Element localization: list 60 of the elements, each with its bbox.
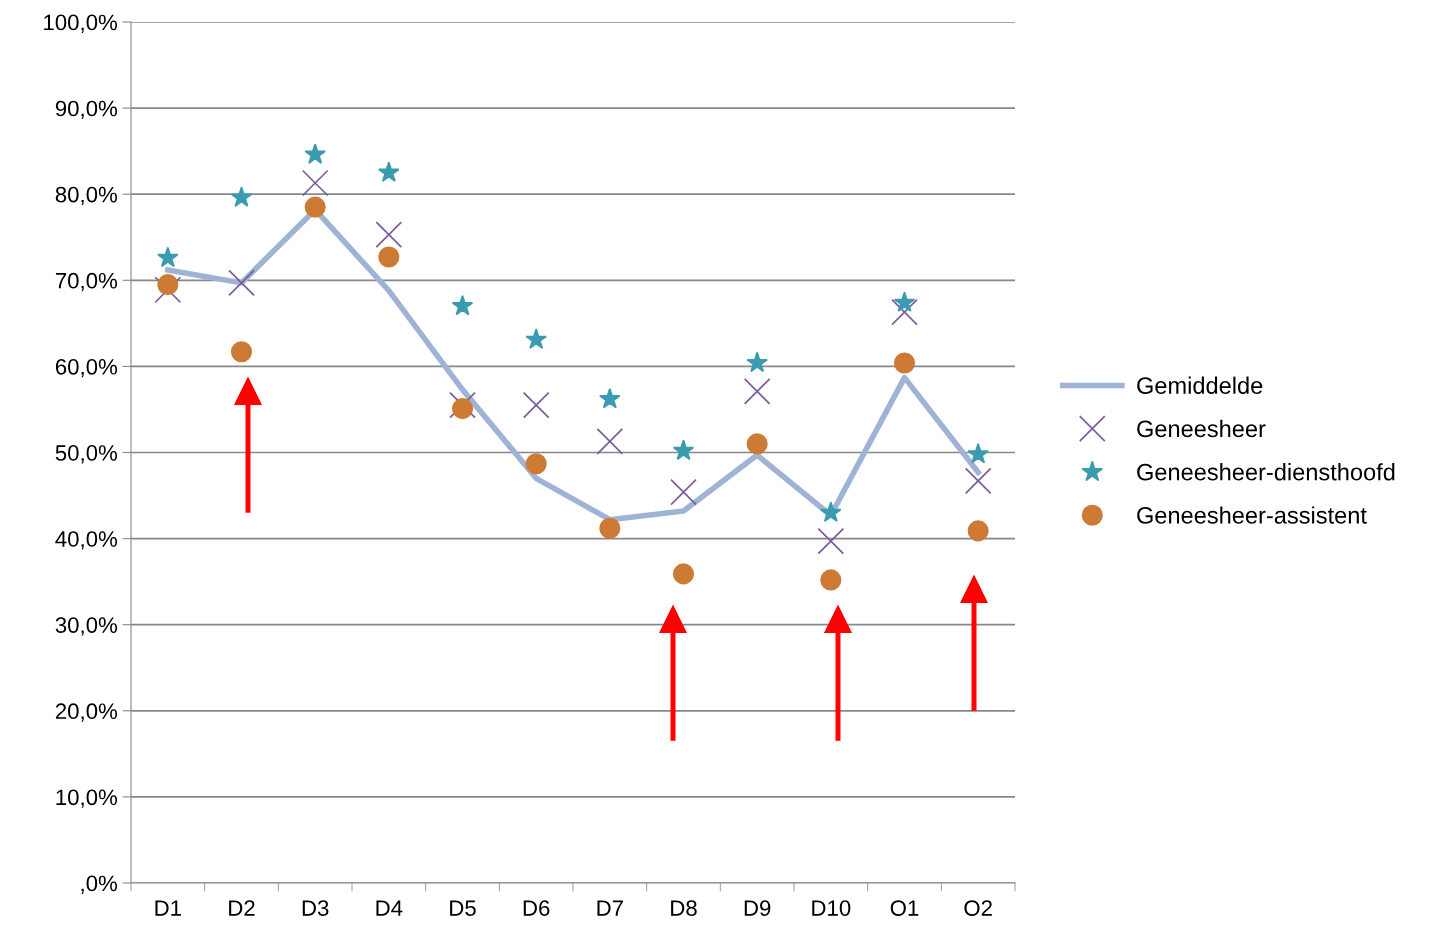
point [967,520,989,542]
y-tick-label: 90,0% [55,100,118,119]
point [157,246,179,268]
point [230,186,253,207]
x-tick-label: D7 [597,900,623,916]
x-tick-label: D2 [229,900,255,916]
point [599,387,621,409]
point [893,291,916,312]
x-tick-label: D1 [155,900,181,916]
legend-label: Geneesheer [1137,419,1266,438]
point [820,501,842,523]
point [820,569,842,591]
x-tick-label: D6 [523,900,550,916]
y-tick-label: 40,0% [55,531,118,550]
y-tick-label: 20,0% [55,703,118,722]
y-tick-label: 80,0% [55,186,118,206]
point [304,143,326,164]
point [522,391,550,419]
point [672,563,695,585]
y-tick-label: 70,0% [55,272,118,292]
x-tick-label: O1 [890,900,919,916]
point [891,298,918,326]
point [599,517,621,539]
y-tick-label: 30,0% [55,617,118,636]
x-tick-label: D8 [671,900,697,916]
point [378,161,400,182]
point [525,453,547,475]
point [893,352,916,374]
x-tick-label: D3 [302,900,329,916]
point [304,196,326,218]
y-tick-label: 50,0% [55,445,118,464]
point [301,169,329,197]
point [230,341,253,363]
legend-label: Geneesheer-assistent [1137,506,1367,524]
point [525,328,547,349]
y-tick-label: 60,0% [55,358,118,378]
point [672,439,695,461]
point [967,442,989,464]
point [157,274,179,296]
legend-label: Gemiddelde [1137,376,1263,394]
point [596,427,624,455]
point [746,433,768,455]
point [817,527,845,555]
y-tick-label: ,0% [81,875,118,894]
point [670,478,697,506]
x-tick-label: D4 [376,900,403,916]
x-tick-label: O2 [964,900,992,916]
legend-label: Geneesheer-diensthoofd [1137,463,1395,481]
point [746,351,768,373]
point [743,378,771,405]
point [378,246,400,268]
point [451,398,474,420]
y-tick-label: 100,0% [44,14,118,33]
x-tick-label: D9 [744,900,771,916]
point [451,294,474,316]
y-tick-label: 10,0% [56,789,118,808]
x-tick-label: D10 [812,900,851,916]
point [964,467,992,495]
x-tick-label: D5 [450,900,476,916]
point [375,221,403,249]
